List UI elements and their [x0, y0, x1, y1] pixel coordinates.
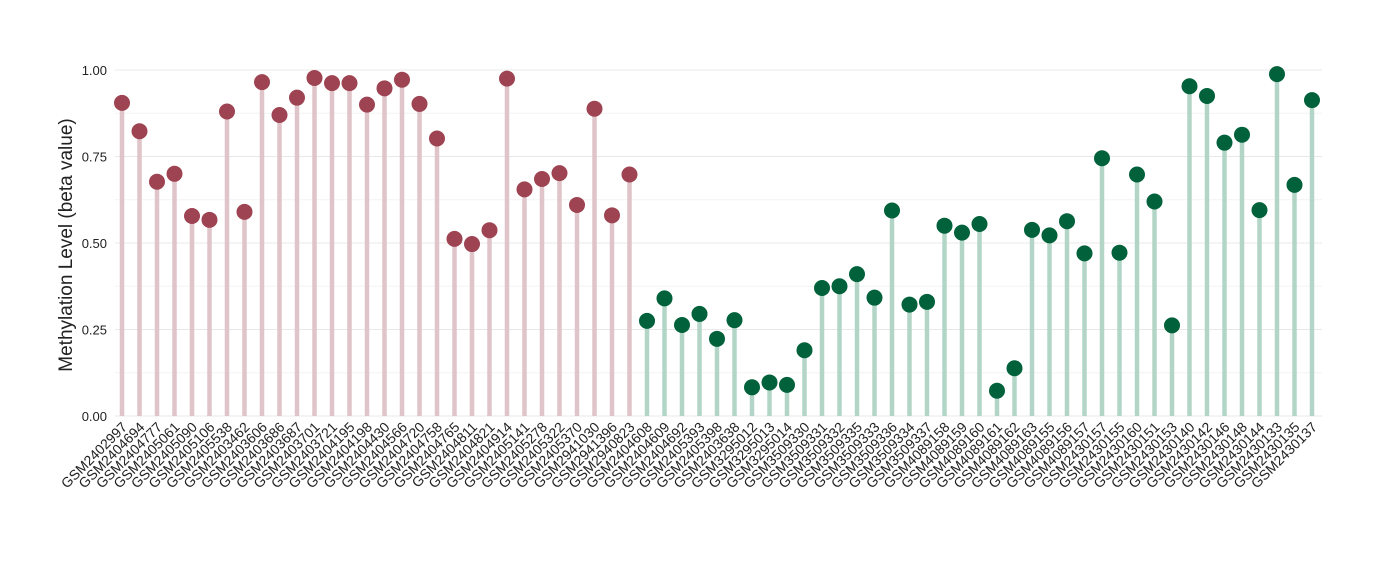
point — [114, 94, 130, 111]
point — [709, 330, 725, 347]
point — [166, 165, 183, 182]
point — [1216, 134, 1233, 151]
point — [481, 222, 498, 239]
point — [201, 211, 218, 228]
y-tick-label: 1.00 — [82, 63, 107, 78]
point — [551, 165, 568, 182]
point — [254, 74, 270, 91]
point — [1111, 244, 1128, 261]
point — [1304, 92, 1320, 109]
point — [1129, 166, 1145, 183]
point — [831, 278, 848, 295]
point — [1199, 87, 1215, 104]
point — [499, 70, 515, 87]
point — [324, 75, 340, 92]
point — [429, 130, 445, 147]
point — [1146, 193, 1163, 210]
point — [341, 75, 358, 92]
point — [149, 173, 165, 190]
point — [761, 374, 778, 391]
point — [1181, 78, 1198, 95]
point — [1041, 227, 1058, 244]
point — [411, 95, 428, 112]
y-tick-label: 0.25 — [82, 323, 107, 338]
point — [1234, 126, 1250, 143]
point — [1251, 202, 1268, 219]
point — [814, 279, 830, 296]
point — [1286, 176, 1303, 193]
point — [849, 266, 865, 283]
point — [796, 342, 813, 359]
point — [639, 312, 655, 329]
point — [656, 290, 673, 307]
point — [359, 96, 375, 113]
point — [604, 207, 620, 224]
point — [989, 382, 1005, 399]
point — [919, 293, 935, 310]
point — [446, 230, 463, 247]
point — [901, 296, 918, 313]
point — [726, 312, 743, 329]
point — [219, 103, 235, 120]
point — [271, 106, 288, 123]
point — [936, 217, 953, 234]
y-axis-label: Methylation Level (beta value) — [56, 118, 77, 371]
point — [1006, 360, 1023, 377]
point — [376, 80, 393, 97]
point — [1164, 317, 1180, 334]
point — [1024, 221, 1040, 238]
point — [464, 236, 480, 253]
y-tick-label: 0.00 — [82, 409, 107, 424]
point — [866, 289, 883, 306]
point — [534, 170, 550, 187]
point — [971, 215, 988, 232]
point — [289, 89, 305, 106]
point — [1094, 150, 1110, 167]
point — [691, 305, 708, 322]
point — [1059, 213, 1075, 230]
point — [1076, 245, 1093, 262]
point — [744, 379, 760, 396]
point — [236, 203, 253, 220]
point — [621, 166, 638, 183]
point — [394, 71, 410, 88]
point — [306, 69, 323, 86]
point — [569, 196, 585, 213]
point — [516, 181, 533, 198]
y-tick-label: 0.50 — [82, 236, 107, 251]
point — [131, 123, 148, 140]
point — [184, 208, 200, 225]
point — [954, 224, 970, 241]
point — [884, 202, 900, 219]
y-tick-label: 0.75 — [82, 150, 107, 165]
point — [1269, 66, 1285, 83]
point — [779, 376, 795, 393]
point — [674, 317, 690, 334]
point — [586, 100, 603, 117]
